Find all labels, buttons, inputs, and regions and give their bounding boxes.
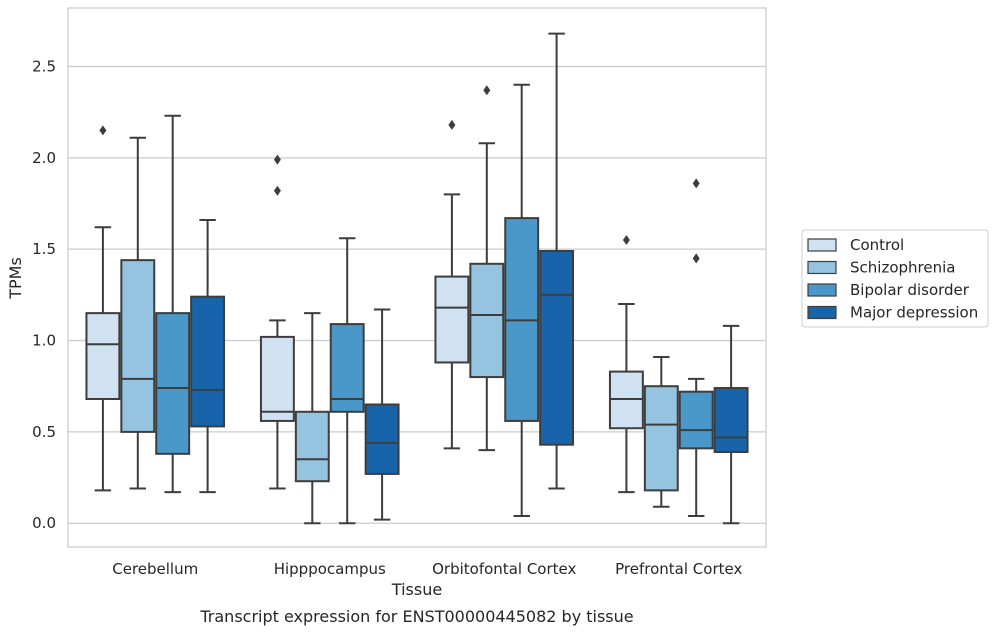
box-iqr (190, 295, 226, 428)
legend-label: Bipolar disorder (850, 281, 970, 299)
box-0-0 (85, 125, 121, 492)
box-iqr (364, 403, 400, 475)
y-tick-label: 2.0 (32, 149, 56, 167)
y-tick-label: 1.5 (32, 240, 56, 258)
x-tick-label: Cerebellum (112, 560, 198, 578)
box-iqr (155, 312, 191, 455)
outlier-point (692, 178, 700, 189)
box-3-1 (643, 355, 679, 508)
box-3-3 (713, 324, 749, 525)
y-tick-label: 2.5 (32, 57, 56, 75)
outlier-point (273, 185, 281, 196)
legend-swatch (807, 260, 837, 275)
x-tick-label: Orbitofontal Cortex (432, 560, 576, 578)
outlier-point (483, 85, 491, 96)
box-iqr (469, 262, 505, 379)
box-0-3 (190, 218, 226, 494)
y-tick-label: 1.0 (32, 332, 56, 350)
box-3-0 (608, 235, 644, 494)
box-iqr (329, 323, 365, 413)
legend-swatch (807, 238, 837, 252)
box-1-3 (364, 308, 400, 521)
box-3-2 (678, 178, 714, 517)
x-axis-ticks: Cerebellum Hipppocampus Orbitofontal Corte… (112, 560, 742, 578)
box-1-1 (294, 312, 330, 525)
box-iqr (120, 259, 156, 433)
legend-swatch (807, 305, 837, 320)
outlier-point (622, 235, 630, 246)
box-iqr (259, 335, 295, 422)
legend-label: Control (850, 236, 904, 254)
legend-label: Schizophrenia (850, 259, 955, 277)
box-0-2 (155, 114, 191, 494)
x-tick-label: Prefrontal Cortex (615, 560, 742, 578)
box-1-2 (329, 237, 365, 525)
box-iqr (539, 250, 575, 446)
box-iqr (85, 312, 121, 401)
y-tick-label: 0.5 (32, 423, 56, 441)
box-2-3 (539, 32, 575, 490)
box-iqr (678, 390, 714, 450)
box-iqr (713, 387, 749, 453)
box-groups (85, 32, 749, 525)
y-tick-label: 0.0 (32, 514, 56, 532)
outlier-point (692, 253, 700, 264)
box-2-2 (504, 83, 540, 517)
legend: Control Schizophrenia Bipolar disorder Majo… (801, 229, 989, 328)
legend-label: Major depression (850, 304, 978, 322)
y-axis-label: TPMs (6, 257, 25, 300)
plot-area-frame (67, 7, 767, 548)
box-0-1 (120, 136, 156, 490)
outlier-point (448, 119, 456, 130)
legend-swatch (807, 283, 837, 297)
chart-caption: Transcript expression for ENST0000044508… (199, 607, 633, 626)
box-2-0 (434, 119, 470, 450)
box-iqr (434, 275, 470, 364)
x-axis-label: Tissue (391, 580, 442, 599)
outlier-point (273, 154, 281, 165)
y-axis-ticks: 0.0 0.5 1.0 1.5 2.0 2.5 (32, 57, 56, 532)
legend-frame (801, 229, 989, 328)
box-iqr (643, 385, 679, 492)
box-1-0 (259, 154, 295, 490)
x-tick-label: Hipppocampus (274, 560, 386, 578)
box-2-1 (469, 85, 505, 452)
outlier-point (99, 125, 107, 136)
box-iqr (294, 410, 330, 483)
